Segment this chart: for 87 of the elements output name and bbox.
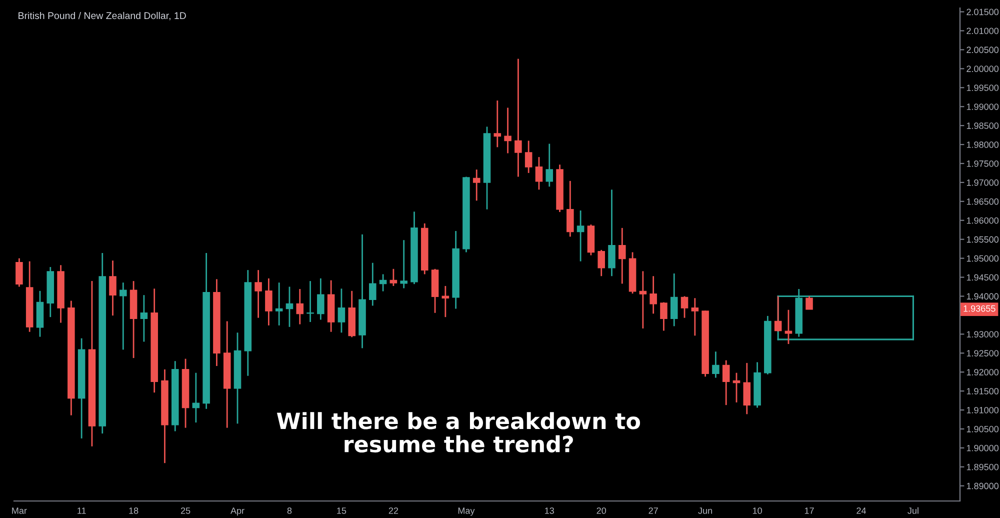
y-tick-label: 1.96000: [966, 217, 999, 224]
candlestick: [670, 272, 678, 327]
y-tick-label: 1.91000: [966, 406, 999, 414]
x-tick-label: 10: [752, 507, 762, 514]
y-tick-label: 1.89500: [966, 464, 999, 470]
x-tick-label: 18: [129, 507, 138, 514]
candlestick: [524, 140, 532, 174]
x-tick-label: Mar: [12, 508, 27, 514]
y-tick-label: 1.91500: [966, 388, 999, 394]
x-tick-label: Jun: [698, 508, 712, 514]
candlestick: [296, 288, 304, 325]
candlestick: [608, 188, 616, 277]
y-tick-label: 1.98000: [966, 141, 999, 148]
y-tick-label: 1.89000: [966, 482, 999, 490]
y-tick-label: 1.97000: [966, 179, 999, 186]
annotation: Will there be a breakdown to resume the trend?: [276, 412, 640, 452]
x-tick-label: Apr: [230, 508, 244, 516]
candlestick: [743, 362, 751, 415]
y-tick-label: 1.92500: [966, 350, 999, 356]
x-tick-label: Jul: [908, 507, 918, 514]
x-tick-label: 20: [596, 507, 606, 514]
candlestick: [514, 58, 522, 178]
x-tick-label: May: [458, 508, 475, 516]
x-tick-label: 8: [287, 507, 292, 514]
candlestick: [722, 360, 730, 406]
x-tick-label: 17: [804, 508, 814, 514]
candlestick: [400, 239, 408, 289]
y-tick-label: 1.96500: [966, 198, 999, 205]
candlestick: [16, 258, 23, 288]
candlestick: [140, 294, 148, 342]
candlestick: [598, 249, 605, 277]
y-tick-label: 1.95500: [966, 236, 999, 243]
y-tick-label: 1.97500: [966, 160, 999, 167]
y-tick-label: 2.01500: [966, 8, 999, 16]
candlestick: [442, 285, 450, 318]
y-tick-label: 1.98500: [966, 122, 999, 129]
candlestick: [109, 260, 116, 316]
x-tick-label: 11: [78, 508, 86, 514]
y-tick-label: 1.99500: [966, 84, 999, 91]
candlestick: [504, 107, 512, 154]
candlestick: [306, 280, 314, 323]
x-tick-label: 13: [545, 507, 554, 514]
x-tick-label: 25: [180, 507, 190, 514]
y-tick-label: 2.00000: [966, 66, 999, 72]
candlestick: [784, 309, 792, 345]
candlestick: [192, 372, 200, 424]
x-tick-label: 24: [856, 507, 866, 514]
candlestick: [317, 278, 324, 320]
candlestick: [732, 372, 740, 404]
y-tick-label: 1.90000: [966, 444, 999, 452]
y-tick-label: 2.01000: [966, 28, 999, 34]
candlestick: [265, 278, 272, 326]
x-tick-label: 22: [388, 507, 398, 514]
candlestick: [576, 210, 584, 262]
candlestick: [546, 143, 554, 188]
y-tick-label: 1.95000: [966, 255, 999, 262]
y-tick-label: 1.90500: [966, 426, 999, 432]
annotation: 1.93655: [964, 305, 996, 312]
candlestick: [712, 350, 720, 378]
candlestick: [472, 168, 480, 202]
candlestick: [494, 100, 502, 148]
candlestick: [379, 274, 387, 292]
candlestick: [286, 286, 294, 328]
candlestick: [566, 180, 574, 238]
candlestick: [691, 297, 699, 336]
candlestick: [254, 269, 262, 319]
candlestick: [390, 268, 398, 287]
candlestick: [618, 227, 626, 284]
candlestick: [338, 288, 346, 334]
chart-title: British Pound / New Zealand Dollar, 1D: [18, 12, 186, 20]
y-tick-label: 1.94500: [966, 274, 999, 281]
candlestick: [680, 296, 688, 319]
y-tick-label: 1.92000: [966, 369, 999, 376]
candlestick: [120, 282, 127, 350]
candlestick: [639, 270, 647, 330]
candlestick: [806, 296, 813, 310]
y-tick-label: 1.93000: [966, 331, 999, 338]
candlestick: [650, 275, 657, 314]
candlestick: [369, 262, 376, 306]
candlestick: [275, 282, 283, 326]
y-tick-label: 1.99000: [966, 104, 999, 110]
candlestick: [660, 302, 668, 332]
y-tick-label: 2.00500: [966, 46, 999, 54]
x-tick-label: 27: [648, 507, 658, 514]
candlestick: [535, 156, 543, 190]
y-tick-label: 1.94000: [966, 293, 999, 300]
x-tick-label: 15: [337, 508, 346, 514]
